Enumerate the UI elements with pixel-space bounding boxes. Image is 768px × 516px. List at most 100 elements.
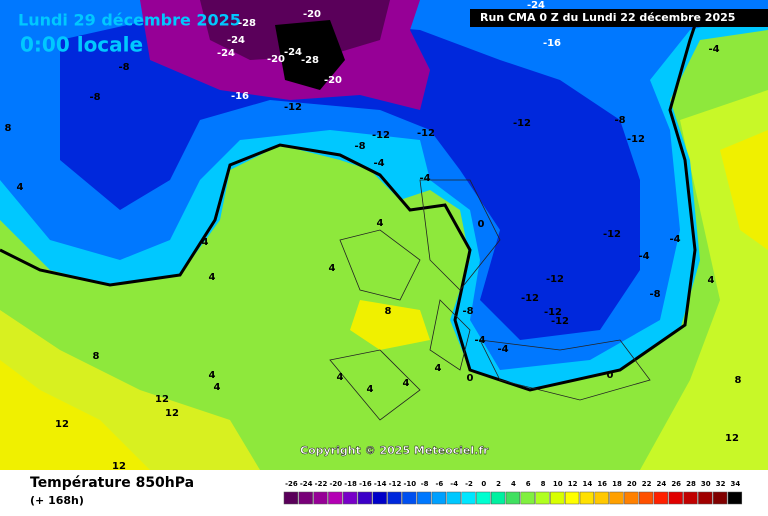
legend-tick-label: 6 xyxy=(526,480,531,488)
legend-swatch xyxy=(446,491,461,505)
run-box xyxy=(470,9,768,27)
greenland xyxy=(275,20,345,90)
isotherm-label: 4 xyxy=(214,382,221,393)
isotherm-label: -4 xyxy=(474,335,485,346)
legend-tick-label: 0 xyxy=(481,480,486,488)
legend-swatch xyxy=(328,491,343,505)
isotherm-label: -20 xyxy=(324,75,342,86)
legend-tick-label: 30 xyxy=(701,480,711,488)
legend-swatch xyxy=(698,491,713,505)
legend-tick-label: 10 xyxy=(553,480,563,488)
isotherm-label: 4 xyxy=(403,378,410,389)
legend-tick-label: 14 xyxy=(583,480,593,488)
legend-tick-label: 8 xyxy=(541,480,546,488)
isotherm-label: 12 xyxy=(165,408,179,419)
isotherm-label: -24 xyxy=(227,35,245,46)
isotherm-label: 8 xyxy=(5,123,12,134)
isotherm-label: 4 xyxy=(435,363,442,374)
legend-panel xyxy=(0,470,768,512)
isotherm-label: 12 xyxy=(725,433,739,444)
legend-tick-label: 18 xyxy=(612,480,622,488)
isotherm-label: -4 xyxy=(669,234,680,245)
isotherm-label: -12 xyxy=(603,229,621,240)
legend-swatch xyxy=(683,491,698,505)
copyright: Copyright © 2025 Meteociel.fr xyxy=(300,444,489,457)
isotherm-label: -16 xyxy=(231,91,249,102)
isotherm-label: -24 xyxy=(284,47,302,58)
legend-tick-label: 22 xyxy=(642,480,652,488)
isotherm-label: 8 xyxy=(735,375,742,386)
isotherm-label: -8 xyxy=(354,141,365,152)
legend-swatch xyxy=(624,491,639,505)
isotherm-label: -4 xyxy=(708,44,719,55)
legend-tick-label: 34 xyxy=(731,480,741,488)
legend-swatch xyxy=(402,491,417,505)
legend-swatch xyxy=(357,491,373,505)
isotherm-label: -28 xyxy=(238,18,256,29)
legend-swatch xyxy=(372,491,387,505)
warm-area xyxy=(720,130,768,250)
legend-tick-label: 2 xyxy=(496,480,501,488)
legend-swatch xyxy=(342,491,358,505)
legend-tick-label: -4 xyxy=(450,480,458,488)
isotherm-label: -4 xyxy=(419,173,430,184)
legend-swatch xyxy=(550,491,565,505)
lead-time: (+ 168h) xyxy=(30,494,84,507)
isotherm-label: 4 xyxy=(367,384,374,395)
isotherm-label: -12 xyxy=(627,134,645,145)
isotherm-label: -12 xyxy=(546,274,564,285)
legend-swatch xyxy=(461,491,476,505)
isotherm-label: 12 xyxy=(55,419,69,430)
isotherm-label: 0 xyxy=(478,219,485,230)
isotherm-label: 4 xyxy=(329,263,336,274)
isotherm-label: -8 xyxy=(462,306,473,317)
legend-swatch xyxy=(313,491,328,505)
legend-swatch xyxy=(387,491,402,505)
legend-swatch xyxy=(727,491,743,505)
legend-swatch xyxy=(653,491,669,505)
isotherm-label: -20 xyxy=(303,9,321,20)
isotherm-label: -12 xyxy=(521,293,539,304)
isotherm-label: 4 xyxy=(209,370,216,381)
field-title: Température 850hPa xyxy=(30,475,194,491)
legend-tick-label: 16 xyxy=(597,480,607,488)
isotherm-label: -8 xyxy=(118,62,129,73)
isotherm-label: 4 xyxy=(209,272,216,283)
legend-tick-label: -26 xyxy=(285,480,298,488)
legend-tick-label: -10 xyxy=(403,480,416,488)
legend-swatch xyxy=(476,491,491,505)
isotherm-label: -12 xyxy=(417,128,435,139)
isotherm-label: -12 xyxy=(544,307,562,318)
isotherm-label: -28 xyxy=(301,55,319,66)
run-info: Run CMA 0 Z du Lundi 22 décembre 2025 xyxy=(480,11,735,24)
legend-swatch xyxy=(283,491,299,505)
legend-swatch xyxy=(298,491,313,505)
zero-isotherm xyxy=(0,9,702,392)
legend-tick-label: -12 xyxy=(389,480,402,488)
valid-date: Lundi 29 décembre 2025 xyxy=(18,11,241,30)
legend-tick-label: -6 xyxy=(436,480,444,488)
legend-swatch xyxy=(535,491,550,505)
legend-tick-label: 4 xyxy=(511,480,516,488)
legend-swatch xyxy=(594,491,609,505)
legend-tick-label: 28 xyxy=(686,480,696,488)
legend-tick-label: 26 xyxy=(671,480,681,488)
isotherm-label: 8 xyxy=(385,306,392,317)
isotherm-label: 4 xyxy=(337,372,344,383)
isotherm-label: 4 xyxy=(202,237,209,248)
legend-tick-label: -24 xyxy=(300,480,313,488)
coastline xyxy=(329,179,651,421)
isotherm-label: 0 xyxy=(607,370,614,381)
legend-swatch xyxy=(609,491,624,505)
legend-tick-label: -18 xyxy=(344,480,357,488)
legend-tick-label: 20 xyxy=(627,480,637,488)
legend-swatch xyxy=(431,491,447,505)
isotherm-label: -12 xyxy=(551,316,569,327)
isotherm-label: -4 xyxy=(497,344,508,355)
isotherm-label: -24 xyxy=(527,0,545,11)
isotherm-label: 4 xyxy=(708,275,715,286)
valid-time: 0:00 locale xyxy=(20,33,143,57)
warm-area xyxy=(0,360,150,470)
